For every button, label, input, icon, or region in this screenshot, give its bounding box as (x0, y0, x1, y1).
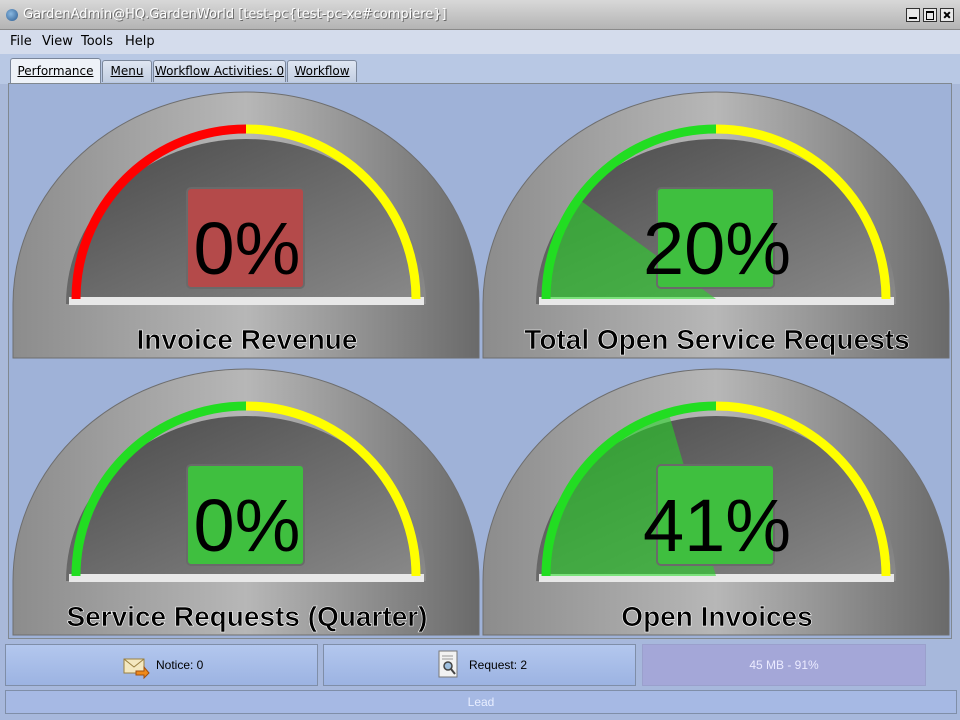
envelope-arrow-icon (123, 658, 150, 679)
gauge-service-requests-quarter[interactable]: 0% Service Requests (Quarter) (11, 361, 481, 637)
gauge-invoice-revenue[interactable]: 0% Invoice Revenue (11, 84, 481, 360)
gauge-value: 0% (194, 484, 301, 567)
menu-tools[interactable]: Tools (81, 34, 114, 49)
tab-performance-label: Performance (17, 64, 94, 78)
tab-menu-label: Menu (110, 64, 144, 78)
memory-indicator[interactable]: 45 MB - 91% (642, 644, 926, 686)
gauge-title: Total Open Service Requests (524, 324, 909, 355)
tab-workflow-activities[interactable]: Workflow Activities: 0 (153, 60, 286, 82)
window-titlebar: GardenAdmin@HQ.GardenWorld [test-pc{test… (0, 0, 960, 30)
maximize-icon[interactable] (923, 8, 937, 22)
minimize-icon[interactable] (906, 8, 920, 22)
gauge-title: Open Invoices (621, 601, 812, 632)
app-icon (6, 9, 18, 21)
gauge-title: Invoice Revenue (137, 324, 358, 355)
document-search-icon (438, 650, 458, 678)
gauge-value: 0% (194, 207, 301, 290)
tab-menu[interactable]: Menu (102, 60, 152, 82)
gauge-value: 41% (643, 484, 791, 567)
tab-workflow-label: Workflow (294, 64, 350, 78)
bottom-bar: Notice: 0 Request: 2 45 MB - 91% Lead (0, 640, 960, 720)
notice-label: Notice: 0 (156, 658, 204, 672)
menu-file[interactable]: File (10, 34, 32, 49)
menu-bar: File View Tools Help (0, 30, 960, 54)
request-button[interactable]: Request: 2 (323, 644, 636, 686)
request-label: Request: 2 (469, 658, 528, 672)
gauge-value: 20% (643, 207, 791, 290)
window-title: GardenAdmin@HQ.GardenWorld [test-pc{test… (23, 7, 447, 22)
performance-panel: 0% Invoice Revenue 20% Total Open Service … (8, 83, 952, 639)
status-bar: Lead (5, 690, 957, 714)
menu-help[interactable]: Help (125, 34, 155, 49)
tab-performance[interactable]: Performance (10, 58, 101, 84)
gauge-title: Service Requests (Quarter) (66, 601, 427, 632)
tab-workflow-activities-label: Workflow Activities: 0 (154, 64, 285, 78)
notice-button[interactable]: Notice: 0 (5, 644, 318, 686)
gauge-total-open-service-requests[interactable]: 20% Total Open Service Requests (481, 84, 951, 360)
menu-view[interactable]: View (42, 34, 73, 49)
gauge-open-invoices[interactable]: 41% Open Invoices (481, 361, 951, 637)
tab-strip: Performance Menu Workflow Activities: 0 … (0, 54, 960, 84)
tab-workflow[interactable]: Workflow (287, 60, 357, 82)
close-icon[interactable] (940, 8, 954, 22)
